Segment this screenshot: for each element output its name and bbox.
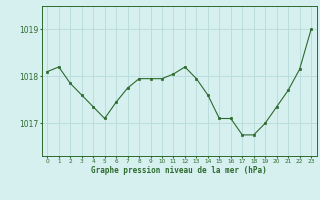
X-axis label: Graphe pression niveau de la mer (hPa): Graphe pression niveau de la mer (hPa) bbox=[91, 166, 267, 175]
